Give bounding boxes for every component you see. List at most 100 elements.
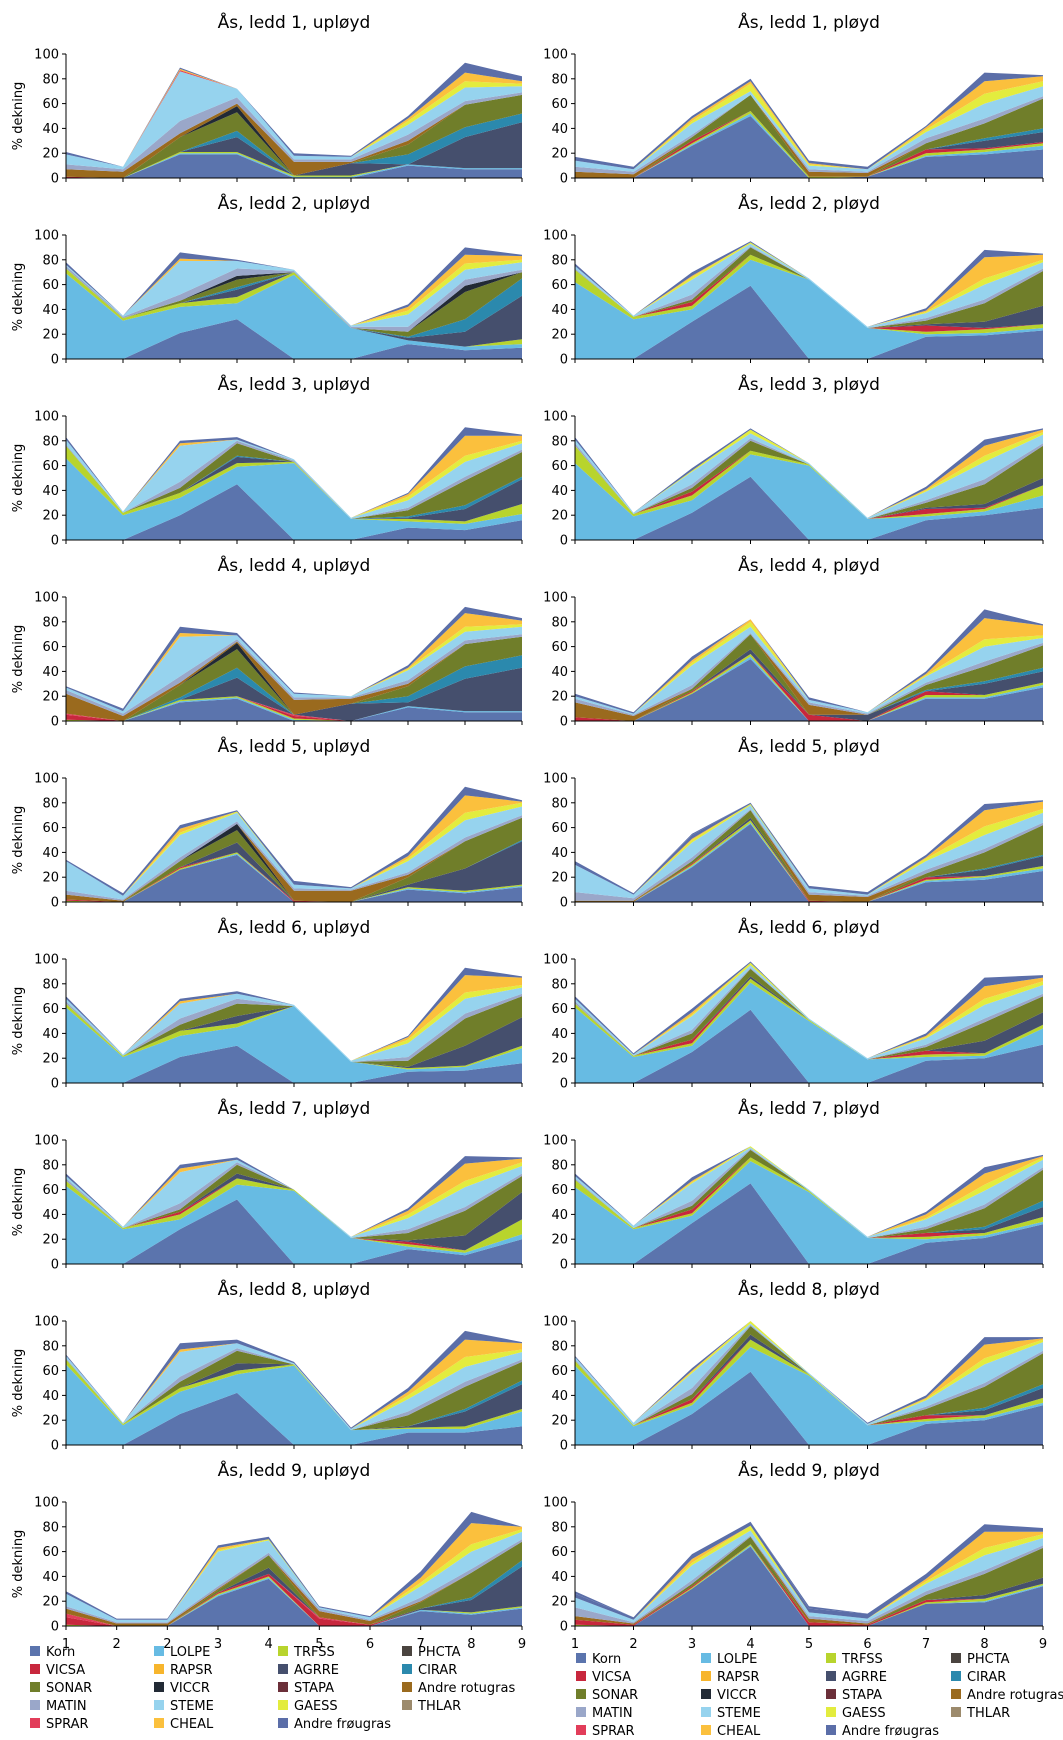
- legend-item-gaess: GAESS: [826, 1706, 886, 1721]
- area-andre-rotugras: [66, 1541, 522, 1626]
- legend-item-sprar: SPRAR: [30, 1717, 89, 1732]
- y-tick-label: 80: [551, 1520, 568, 1535]
- area-gaess: [66, 439, 522, 518]
- y-tick-label: 60: [551, 1545, 568, 1560]
- legend-item-andre-rotugras: Andre rotugras: [951, 1688, 1063, 1703]
- legend-label: TRFSS: [293, 1645, 335, 1660]
- area-andre-fr-ugras: [575, 961, 1043, 1059]
- legend-left: Korn LOLPE TRFSS PHCTA VICSA RAPSR AGRRE CIRAR S…: [30, 1645, 515, 1732]
- area-andre-fr-ugras: [66, 606, 522, 712]
- legend-swatch: [30, 1646, 40, 1656]
- area-lolpe: [66, 1184, 522, 1264]
- y-axis-label: % dekning: [11, 1168, 26, 1237]
- legend-item-cirar: CIRAR: [951, 1670, 1006, 1685]
- y-tick-label: 80: [551, 1158, 568, 1173]
- area-gaess: [66, 1343, 522, 1429]
- y-axis-label: % dekning: [11, 1349, 26, 1418]
- area-steme: [66, 1159, 522, 1238]
- legend-item-thlar: THLAR: [402, 1699, 461, 1714]
- legend-item-stapa: STAPA: [826, 1688, 882, 1703]
- legend-label: STEME: [717, 1706, 761, 1721]
- area-korn: [575, 285, 1043, 359]
- legend-label: Korn: [46, 1645, 75, 1660]
- legend-item-cheal: CHEAL: [154, 1717, 214, 1732]
- legend-swatch: [30, 1682, 40, 1692]
- legend-swatch: [402, 1664, 412, 1674]
- area-lolpe: [66, 1006, 522, 1083]
- area-cirar: [66, 655, 522, 721]
- x-tick-label: 3: [214, 1637, 222, 1652]
- legend-swatch: [826, 1653, 836, 1663]
- legend-swatch: [826, 1707, 836, 1717]
- area-gaess: [66, 1159, 522, 1237]
- legend-item-sonar: SONAR: [576, 1688, 638, 1703]
- legend-item-matin: MATIN: [30, 1699, 87, 1714]
- area-cheal: [66, 613, 522, 712]
- y-tick-label: 80: [42, 1520, 59, 1535]
- legend-label: VICSA: [592, 1670, 631, 1685]
- area-steme: [66, 439, 522, 519]
- legend-swatch: [278, 1718, 288, 1728]
- legend-label: THLAR: [966, 1706, 1010, 1721]
- area-cheal: [66, 435, 522, 518]
- chart-panel-6: Ås, ledd 3, pløyd 0 20 40 60 80 100: [543, 373, 1044, 549]
- legend-swatch: [154, 1718, 164, 1728]
- chart-title: Ås, ledd 5, upløyd: [218, 735, 371, 757]
- y-tick-label: 0: [560, 896, 568, 911]
- y-tick-label: 0: [51, 1077, 59, 1092]
- y-tick-label: 80: [551, 615, 568, 630]
- y-tick-label: 60: [551, 640, 568, 655]
- legend-swatch: [278, 1682, 288, 1692]
- legend-right: Korn LOLPE TRFSS PHCTA VICSA RAPSR AGRRE CIRAR S…: [576, 1652, 1063, 1739]
- area-cheal: [66, 1339, 522, 1429]
- y-tick-label: 60: [551, 97, 568, 112]
- legend-label: LOLPE: [717, 1652, 757, 1667]
- legend-swatch: [826, 1671, 836, 1681]
- y-tick-label: 100: [543, 48, 568, 63]
- chart-title: Ås, ledd 1, upløyd: [218, 11, 371, 33]
- legend-item-viccr: VICCR: [154, 1681, 210, 1696]
- area-gaess: [66, 985, 522, 1061]
- legend-item-agrre: AGRRE: [278, 1663, 339, 1678]
- x-tick-label: 7: [417, 1637, 425, 1652]
- y-tick-label: 0: [560, 1258, 568, 1273]
- legend-item-phcta: PHCTA: [402, 1645, 461, 1660]
- area-vicsa: [66, 696, 522, 721]
- y-tick-label: 40: [42, 303, 59, 318]
- legend-item-korn: Korn: [30, 1645, 75, 1660]
- y-tick-label: 40: [42, 1208, 59, 1223]
- legend-label: SONAR: [592, 1688, 638, 1703]
- area-gaess: [66, 802, 522, 896]
- legend-label: STAPA: [294, 1681, 334, 1696]
- chart-panel-10: Ås, ledd 5, pløyd 0 20 40 60 80 100: [543, 735, 1044, 911]
- legend-swatch: [154, 1646, 164, 1656]
- y-tick-label: 80: [42, 1339, 59, 1354]
- area-steme: [66, 71, 522, 170]
- legend-label: SPRAR: [592, 1724, 635, 1739]
- area-lolpe: [66, 458, 522, 540]
- y-tick-label: 100: [34, 953, 59, 968]
- area-gaess: [575, 804, 1043, 895]
- legend-item-cheal: CHEAL: [701, 1724, 761, 1739]
- legend-swatch: [701, 1671, 711, 1681]
- y-tick-label: 60: [42, 640, 59, 655]
- y-tick-label: 40: [551, 122, 568, 137]
- chart-title: Ås, ledd 6, pløyd: [738, 916, 880, 938]
- y-tick-label: 80: [42, 977, 59, 992]
- area-korn: [66, 1392, 522, 1445]
- area-trfss: [575, 1339, 1043, 1427]
- y-tick-label: 60: [42, 278, 59, 293]
- y-axis-label: % dekning: [11, 82, 26, 151]
- area-andre-fr-ugras: [575, 1321, 1043, 1424]
- area-sonar: [575, 94, 1043, 178]
- area-trfss: [66, 1003, 522, 1070]
- chart-panel-3: Ås, ledd 2, upløyd % dekning 0 20 40 60 80 100: [11, 192, 523, 368]
- legend-swatch: [278, 1664, 288, 1674]
- y-tick-label: 60: [42, 1002, 59, 1017]
- chart-title: Ås, ledd 2, pløyd: [738, 192, 880, 214]
- y-tick-label: 40: [42, 665, 59, 680]
- y-tick-label: 0: [560, 1077, 568, 1092]
- legend-item-korn: Korn: [576, 1652, 621, 1667]
- area-gaess: [66, 259, 522, 326]
- area-cheal: [66, 254, 522, 326]
